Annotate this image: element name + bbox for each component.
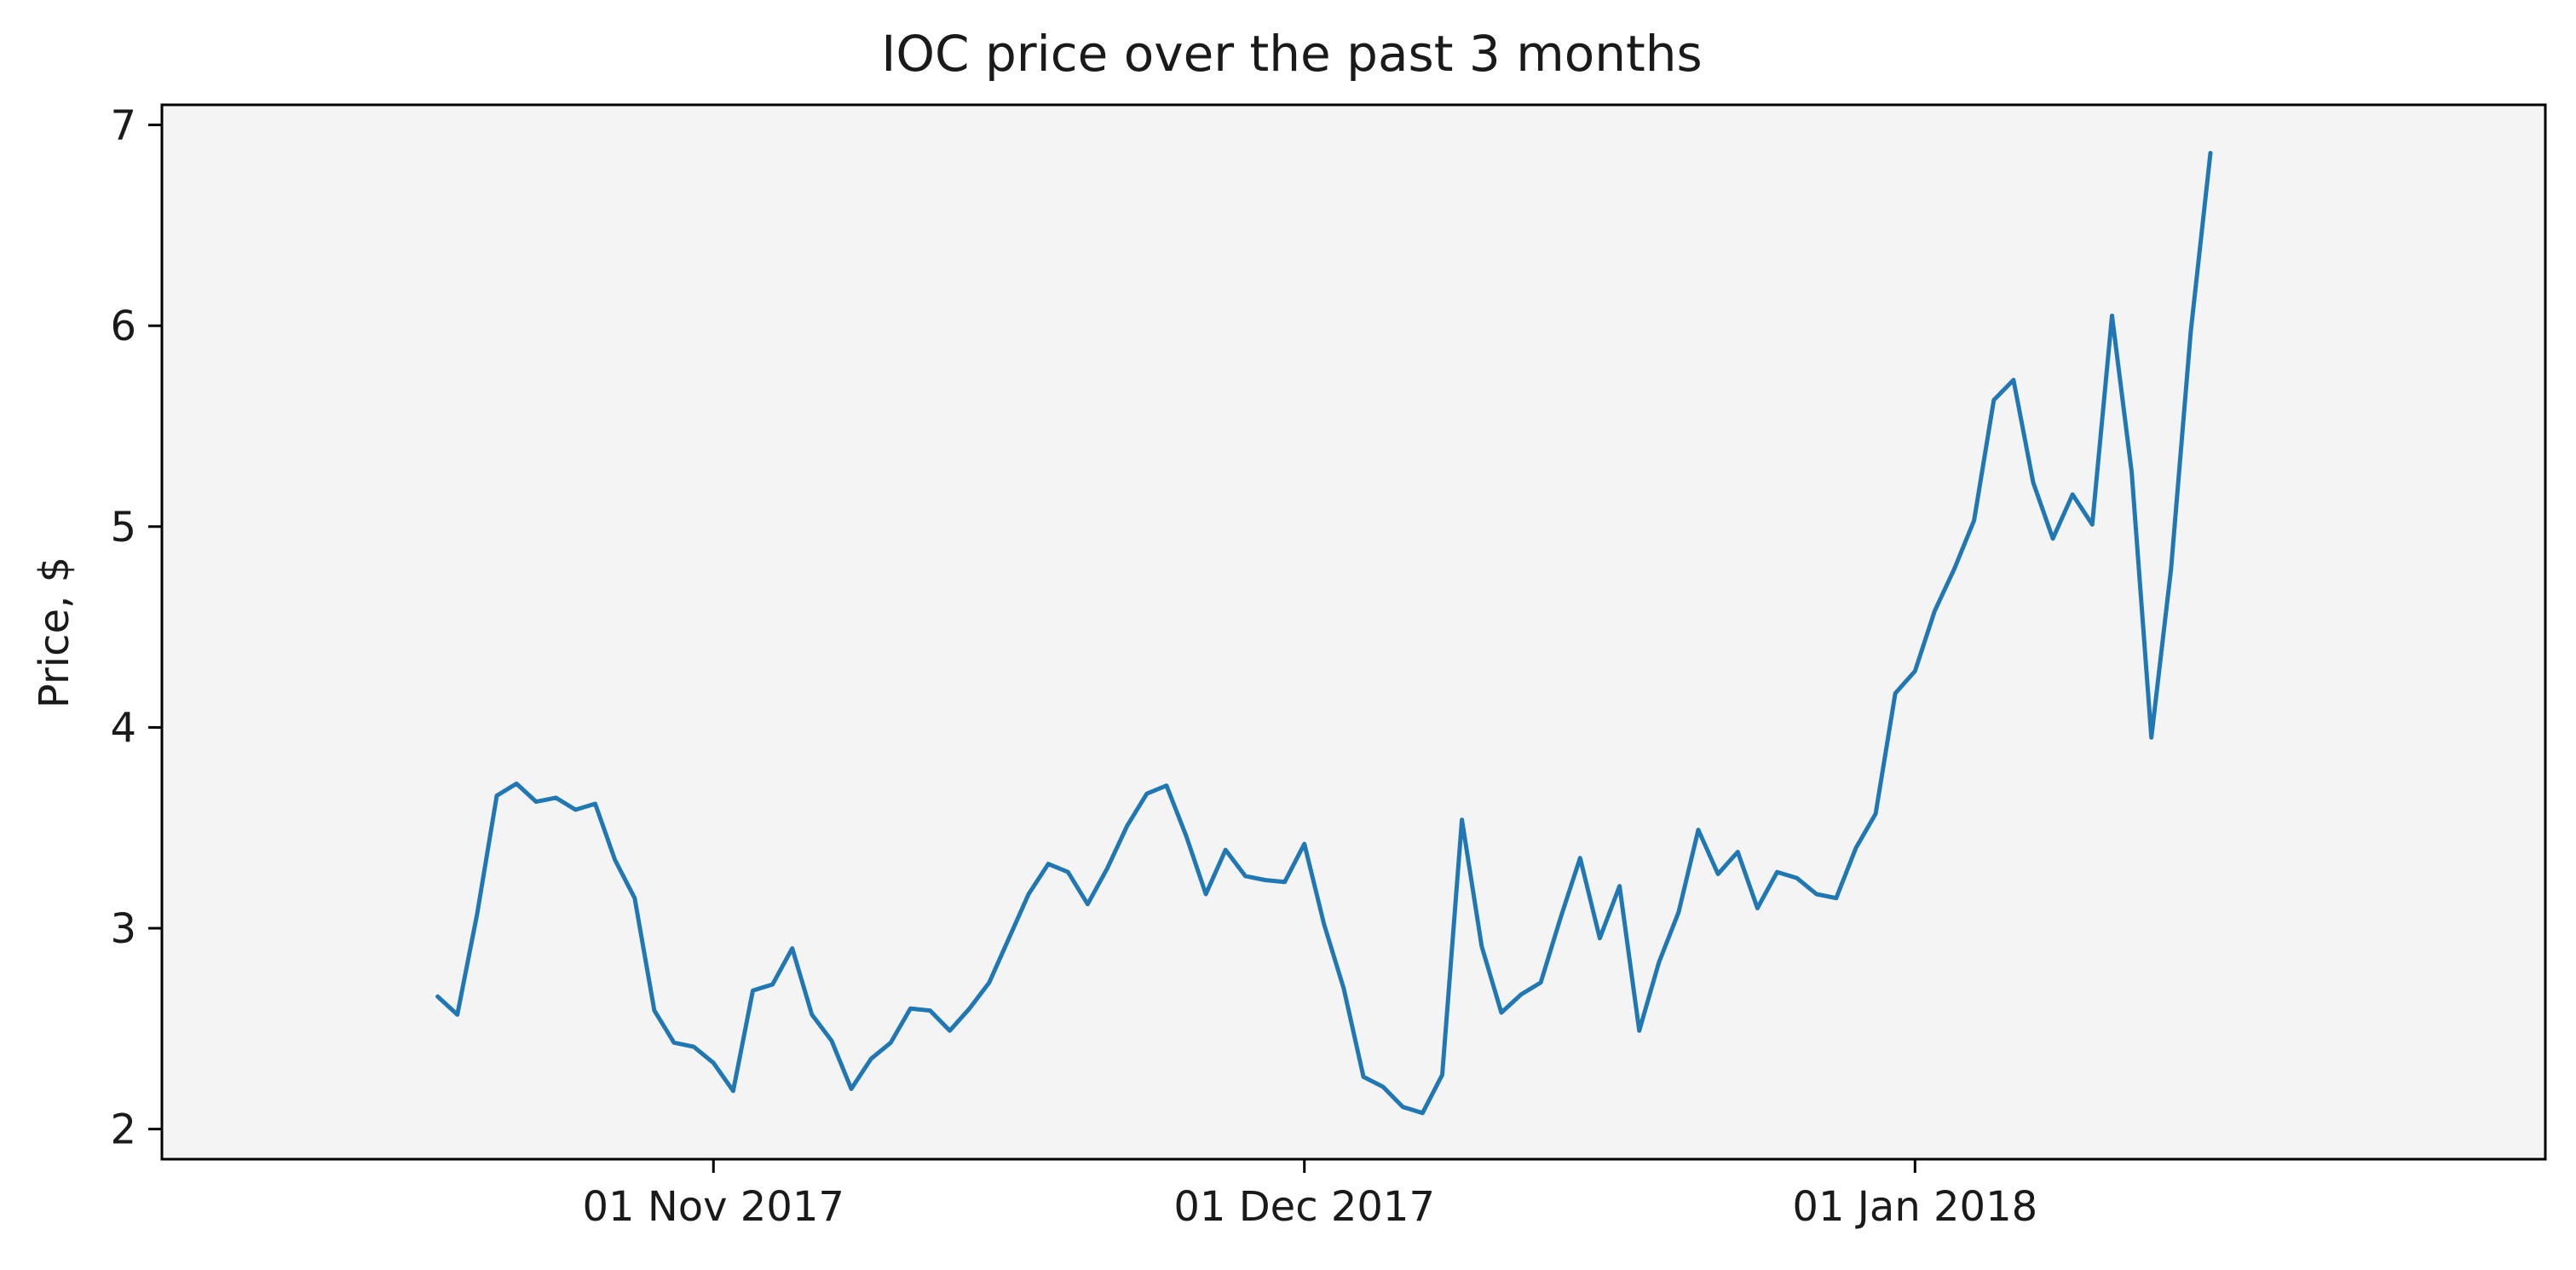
y-tick-label: 2	[110, 1106, 136, 1154]
y-tick-label: 5	[110, 504, 136, 551]
x-tick-label: 01 Dec 2017	[1173, 1183, 1435, 1231]
x-axis: 01 Nov 2017 01 Dec 2017 01 Jan 2018	[583, 1159, 2037, 1231]
y-axis: 2 3 4 5 6 7	[110, 102, 162, 1154]
y-tick-label: 7	[110, 102, 136, 150]
y-tick-label: 4	[110, 704, 136, 752]
y-axis-label: Price, $	[31, 557, 78, 708]
x-tick-label: 01 Jan 2018	[1792, 1183, 2037, 1231]
chart-title: IOC price over the past 3 months	[881, 25, 1702, 83]
plot-area	[160, 103, 2547, 1161]
y-tick-label: 3	[110, 905, 136, 953]
x-tick-label: 01 Nov 2017	[583, 1183, 844, 1231]
y-tick-label: 6	[110, 303, 136, 350]
price-series-line	[435, 151, 2213, 1116]
